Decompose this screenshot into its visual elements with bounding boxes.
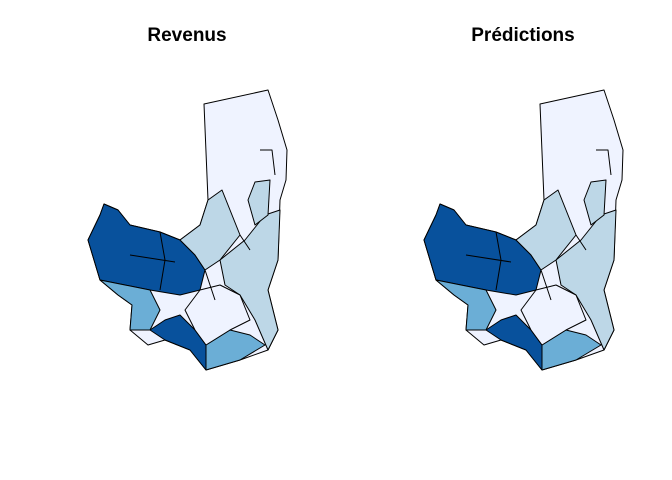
map-panel — [87, 89, 288, 371]
panel-title: Revenus — [147, 25, 226, 46]
panel-title: Prédictions — [471, 25, 574, 46]
map-panel — [423, 89, 624, 371]
